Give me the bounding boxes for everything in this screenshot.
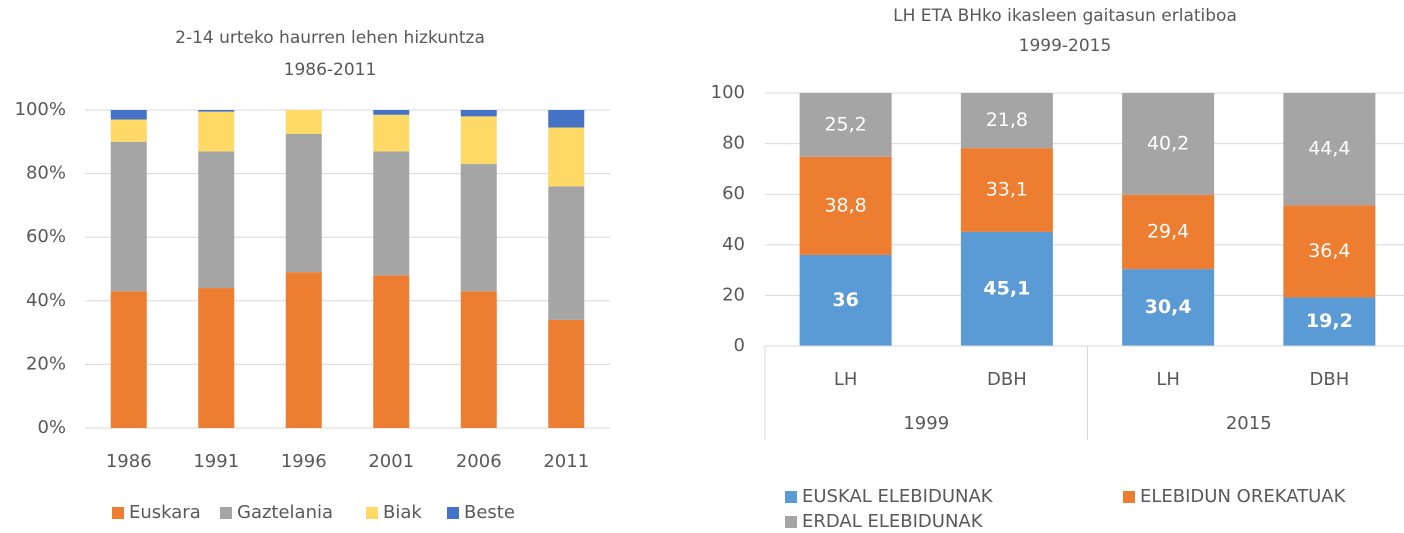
y-tick-label: 0 (734, 335, 745, 356)
bar-segment (960, 93, 1053, 149)
data-label: 33,1 (986, 179, 1028, 201)
bar-segment (460, 116, 497, 165)
data-label: 29,4 (1147, 220, 1189, 242)
bar-segment (960, 231, 1053, 346)
group-label: 1999 (903, 413, 949, 434)
legend-label: EUSKAL ELEBIDUNAK (802, 486, 994, 507)
bar-segment (1283, 205, 1376, 298)
x-tick-label: DBH (987, 369, 1027, 390)
bar-segment (460, 110, 497, 117)
bar-segment (548, 319, 585, 428)
data-label: 21,8 (986, 109, 1028, 131)
x-tick-label: LH (834, 369, 858, 390)
x-tick-label: 1986 (106, 451, 152, 472)
data-label: 40,2 (1147, 132, 1189, 154)
bar-segment (110, 141, 147, 292)
bar-segment (1283, 93, 1376, 206)
chart-title: 2-14 urteko haurren lehen hizkuntza (175, 28, 485, 48)
legend-swatch (112, 507, 124, 519)
bar-segment (285, 110, 322, 134)
chart-title: LH ETA BHko ikasleen gaitasun erlatiboa (893, 6, 1237, 26)
legend-label: Euskara (129, 502, 201, 523)
bar-segment (373, 151, 410, 276)
legend-swatch (366, 507, 378, 519)
x-tick-label: 1996 (281, 451, 327, 472)
bar-segment (285, 133, 322, 273)
legend-label: Gaztelania (237, 502, 333, 523)
bar-segment (198, 151, 235, 289)
bar-segment (799, 156, 892, 255)
x-tick-label: 2006 (456, 451, 502, 472)
bar-segment (1283, 297, 1376, 346)
bar-segment (110, 119, 147, 142)
bar-segment (799, 254, 892, 346)
y-tick-label: 60% (26, 226, 66, 247)
legend-swatch (220, 507, 232, 519)
bar-segment (799, 93, 892, 157)
data-label: 45,1 (983, 277, 1030, 299)
data-label: 36,4 (1308, 240, 1350, 262)
bar-segment (373, 114, 410, 152)
x-tick-label: 1991 (193, 451, 239, 472)
x-tick-label: 2011 (543, 451, 589, 472)
bar-segment (460, 164, 497, 292)
y-tick-label: 100% (15, 99, 66, 120)
legend-label: ELEBIDUN OREKATUAK (1140, 486, 1347, 507)
bar-segment (460, 291, 497, 428)
bar-segment (110, 110, 147, 120)
bar-segment (110, 291, 147, 428)
legend-label: Beste (464, 502, 515, 523)
chart-subtitle: 1999-2015 (1019, 36, 1112, 56)
y-tick-label: 60 (722, 183, 745, 204)
legend-swatch (785, 491, 797, 503)
chart-subtitle: 1986-2011 (284, 60, 377, 80)
y-tick-label: 80% (26, 163, 66, 184)
x-tick-label: 2001 (368, 451, 414, 472)
x-tick-label: DBH (1310, 369, 1350, 390)
y-tick-label: 40% (26, 290, 66, 311)
bar-segment (960, 148, 1053, 232)
legend-label: ERDAL ELEBIDUNAK (802, 511, 984, 532)
bar-segment (548, 127, 585, 187)
bar-segment (373, 110, 410, 115)
y-tick-label: 0% (37, 417, 66, 438)
y-tick-label: 100 (711, 82, 745, 103)
legend-swatch (785, 516, 797, 528)
y-tick-label: 80 (722, 133, 745, 154)
bar-segment (1122, 93, 1215, 195)
legend-swatch (447, 507, 459, 519)
data-label: 25,2 (824, 113, 866, 135)
legend-swatch (1123, 491, 1135, 503)
bar-segment (548, 186, 585, 320)
y-tick-label: 40 (722, 234, 745, 255)
y-tick-label: 20 (722, 284, 745, 305)
bar-segment (373, 275, 410, 428)
data-label: 44,4 (1308, 138, 1350, 160)
bar-segment (1122, 269, 1215, 346)
data-label: 36 (832, 289, 858, 311)
x-tick-label: LH (1156, 369, 1180, 390)
group-label: 2015 (1226, 413, 1272, 434)
bar-segment (285, 272, 322, 428)
y-tick-label: 20% (26, 353, 66, 374)
bar-segment (1122, 194, 1215, 270)
data-label: 30,4 (1145, 296, 1192, 318)
bar-segment (198, 110, 235, 112)
bar-segment (548, 110, 585, 128)
bar-segment (198, 288, 235, 428)
data-label: 38,8 (824, 194, 866, 216)
data-label: 19,2 (1306, 310, 1353, 332)
legend-label: Biak (383, 502, 422, 523)
bar-segment (198, 111, 235, 152)
